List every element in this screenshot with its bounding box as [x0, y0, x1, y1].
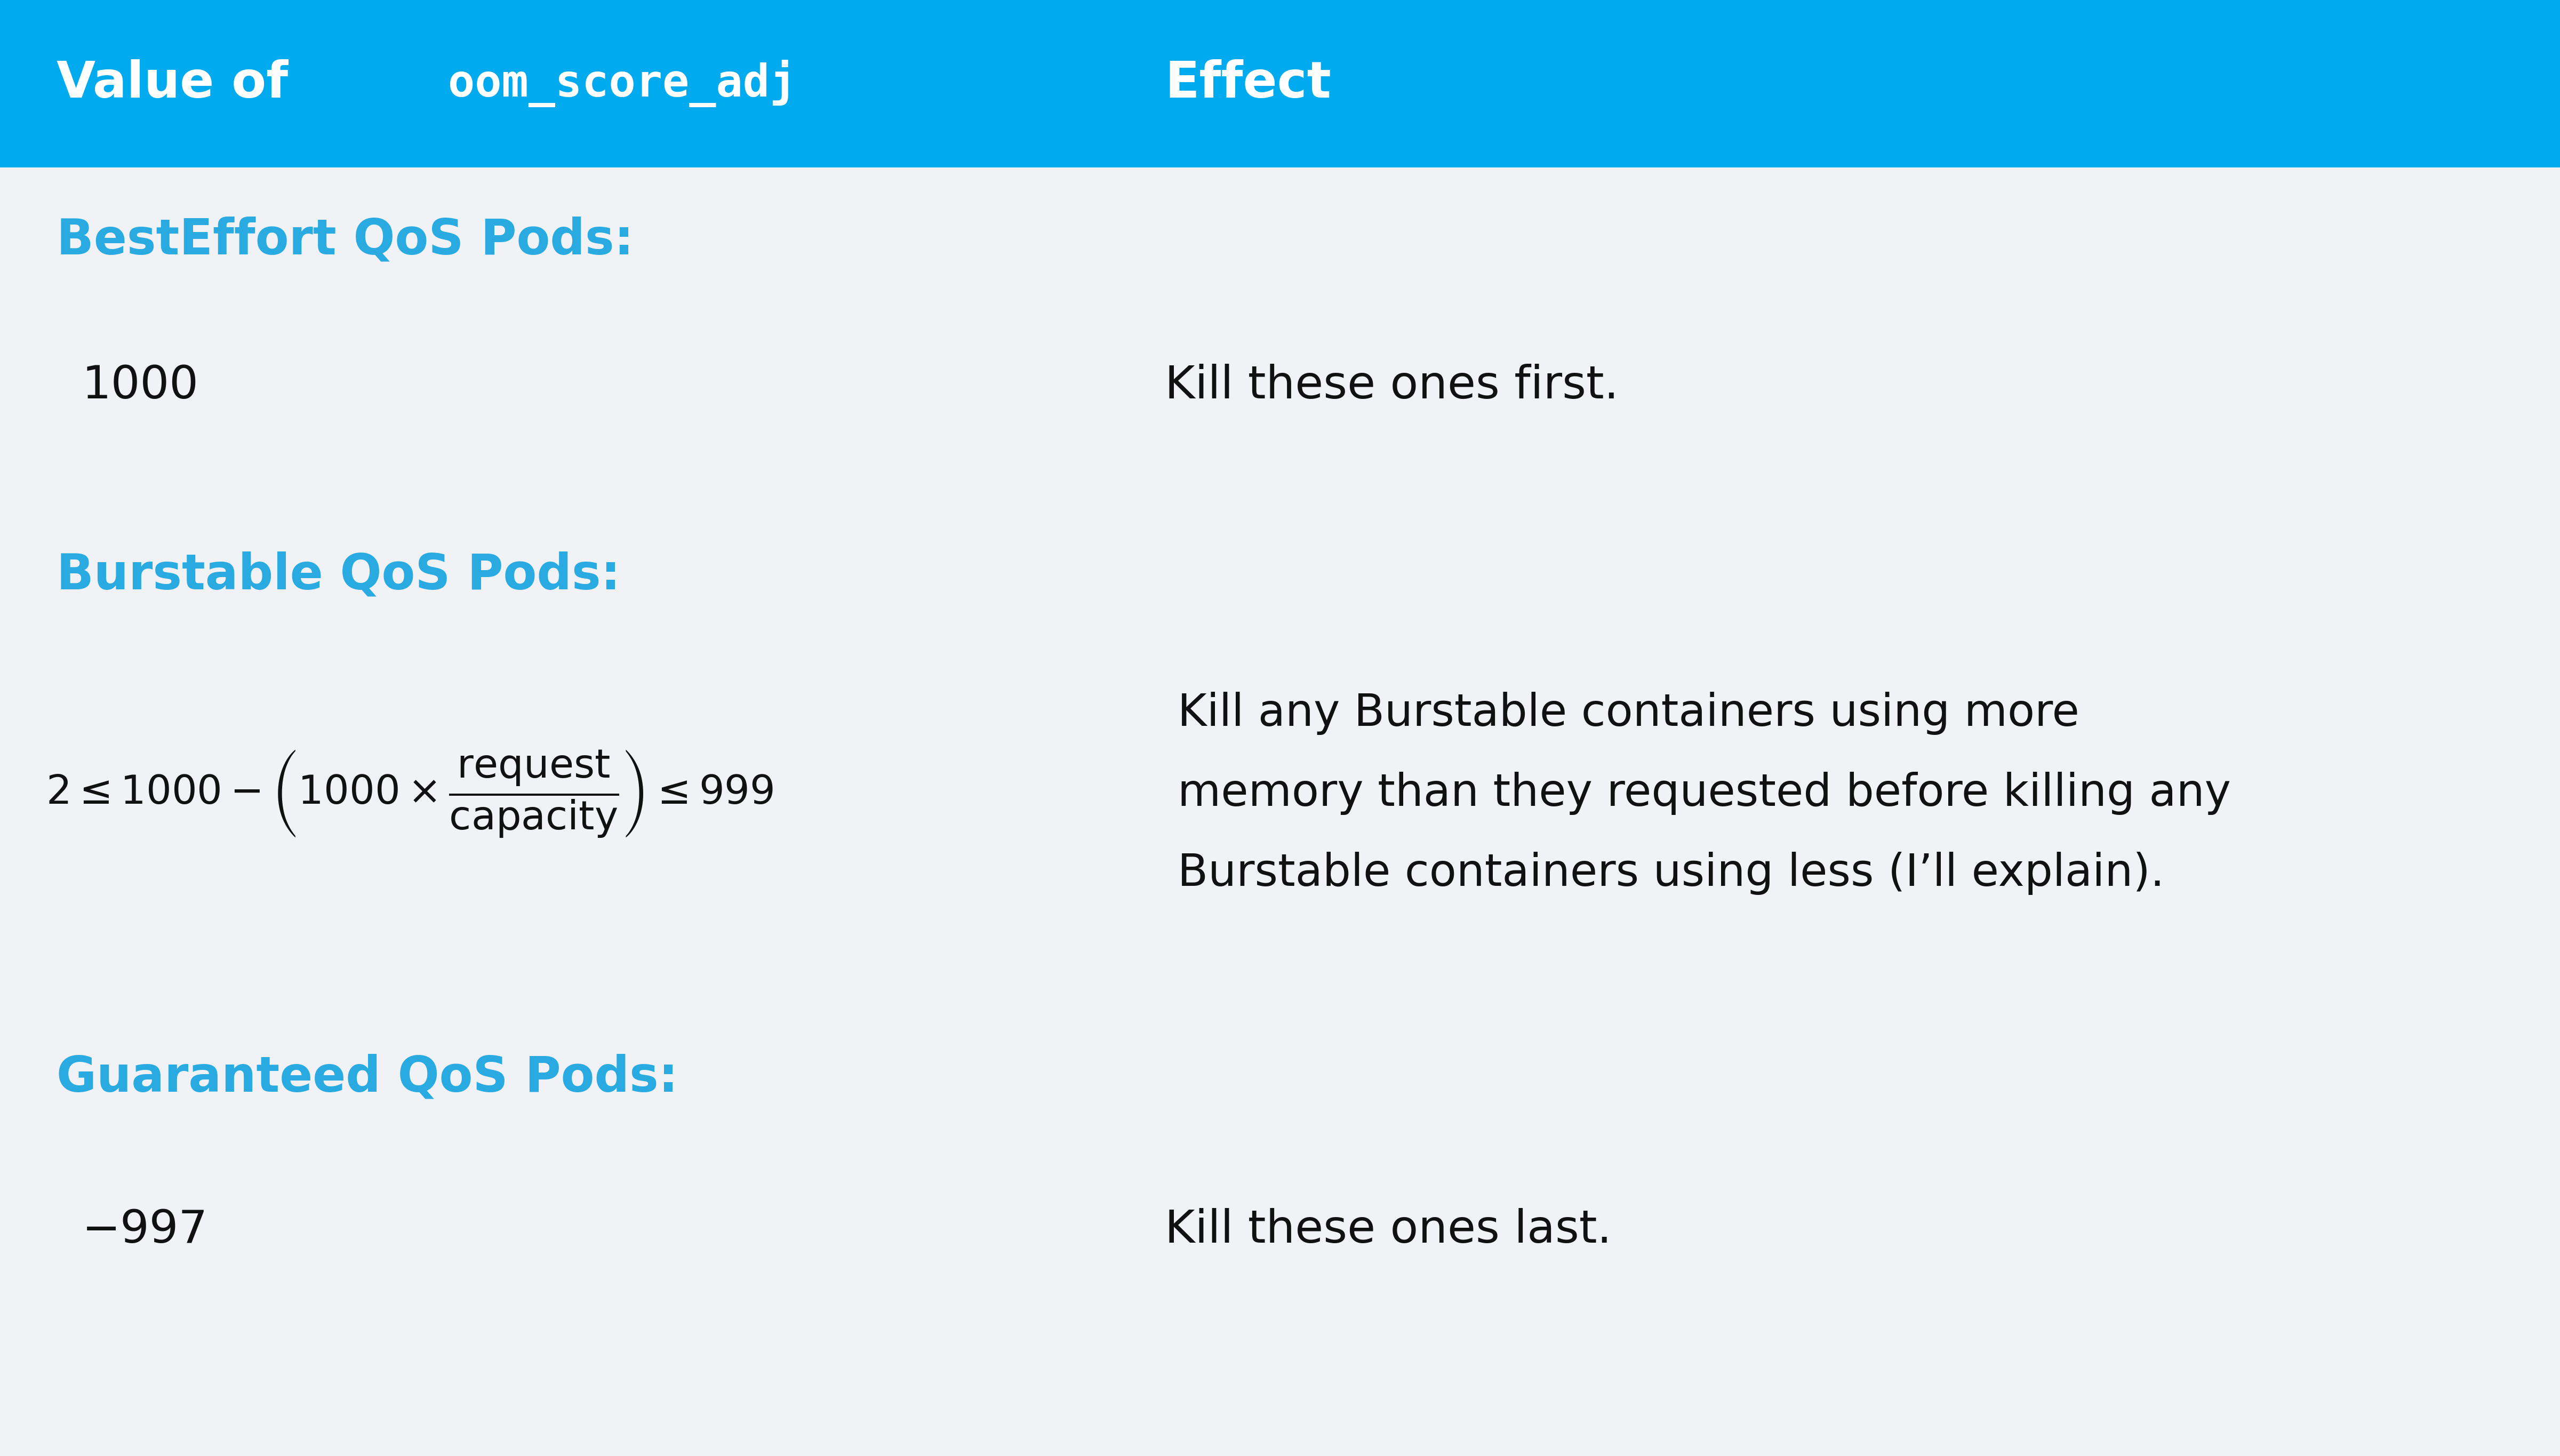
Text: Burstable QoS Pods:: Burstable QoS Pods: [56, 552, 620, 598]
Text: Value of: Value of [56, 60, 305, 108]
Text: Guaranteed QoS Pods:: Guaranteed QoS Pods: [56, 1054, 678, 1101]
Text: $2 \leq 1000 - \left(1000 \times \dfrac{\mathrm{request}}{\mathrm{capacity}}\rig: $2 \leq 1000 - \left(1000 \times \dfrac{… [46, 748, 773, 839]
Text: memory than they requested before killing any: memory than they requested before killin… [1178, 772, 2230, 815]
Text: Kill any Burstable containers using more: Kill any Burstable containers using more [1178, 692, 2079, 735]
Text: Effect: Effect [1165, 60, 1331, 108]
Text: oom_score_adj: oom_score_adj [448, 60, 796, 108]
Text: Kill these ones first.: Kill these ones first. [1165, 364, 1618, 408]
FancyBboxPatch shape [0, 0, 2560, 167]
Text: Kill these ones last.: Kill these ones last. [1165, 1208, 1613, 1252]
Text: Burstable containers using less (I’ll explain).: Burstable containers using less (I’ll ex… [1178, 852, 2163, 895]
Text: 1000: 1000 [82, 364, 200, 408]
Text: −997: −997 [82, 1208, 207, 1252]
Text: BestEffort QoS Pods:: BestEffort QoS Pods: [56, 217, 632, 264]
